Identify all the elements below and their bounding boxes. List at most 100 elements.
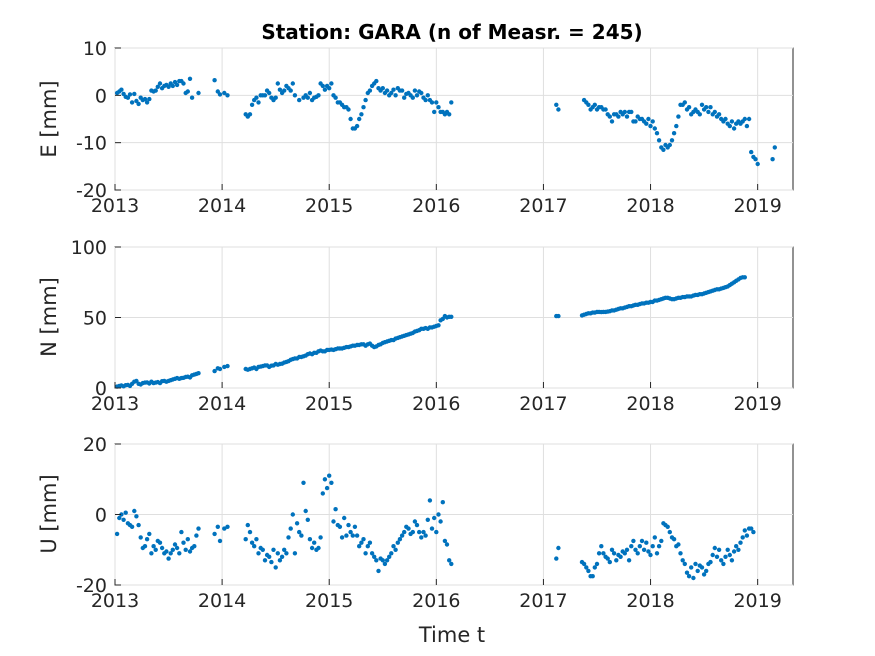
data-point	[389, 90, 394, 96]
data-point	[262, 93, 268, 98]
data-point	[359, 112, 364, 117]
data-point	[601, 551, 606, 556]
data-point	[447, 112, 452, 117]
panel-e: 2013 2014 2015 2016 2017 2018 2019 -20 -10 0 10 E …	[37, 38, 794, 217]
data-point	[425, 517, 430, 522]
data-point	[704, 105, 709, 110]
data-point	[637, 544, 642, 549]
data-point	[639, 538, 645, 544]
data-point	[329, 480, 334, 485]
data-point	[716, 112, 722, 117]
data-point	[367, 88, 373, 93]
panel-e-ytick-label: 10	[83, 38, 107, 60]
data-point	[554, 556, 559, 561]
data-point	[554, 102, 559, 108]
data-point	[217, 538, 223, 544]
data-point	[665, 524, 670, 529]
data-point	[414, 522, 420, 528]
data-point	[297, 97, 302, 103]
data-point	[656, 544, 662, 549]
data-point	[410, 95, 415, 100]
data-point	[644, 540, 649, 545]
data-point	[309, 545, 315, 551]
data-point	[686, 105, 692, 110]
panel-u-xtick-label: 2015	[305, 590, 353, 612]
panel-u-ylabel: U [mm]	[37, 474, 61, 553]
data-point	[444, 542, 450, 547]
panel-n-xtick-label: 2016	[412, 393, 460, 415]
data-point	[225, 93, 230, 98]
data-point	[294, 521, 300, 526]
data-point	[324, 485, 330, 491]
data-point	[288, 88, 293, 93]
data-point	[402, 95, 407, 100]
data-point	[719, 558, 724, 563]
panel-e-xtick-label: 2015	[305, 195, 353, 217]
data-point	[303, 508, 308, 514]
data-point	[159, 545, 165, 551]
data-point	[132, 91, 137, 97]
data-point	[659, 538, 664, 544]
data-point	[387, 554, 392, 559]
data-point	[354, 123, 360, 129]
data-point	[449, 100, 454, 105]
data-point	[125, 95, 131, 100]
panel-e-ticks: 2013 2014 2015 2016 2017 2018 2019 -20 -10 0 10	[76, 38, 782, 217]
data-point	[607, 559, 612, 565]
data-point	[290, 81, 295, 86]
panel-e-xtick-label: 2018	[626, 195, 674, 217]
data-point	[166, 556, 171, 561]
data-point	[189, 95, 195, 100]
data-point	[273, 565, 278, 570]
data-point	[217, 92, 223, 97]
data-point	[114, 531, 120, 537]
panel-n-xtick-label: 2014	[198, 393, 246, 415]
data-point	[322, 477, 328, 482]
data-point	[252, 544, 257, 549]
data-point	[365, 544, 370, 549]
data-point	[376, 568, 381, 574]
data-point	[402, 529, 407, 535]
data-point	[305, 517, 310, 522]
data-point	[222, 90, 227, 96]
data-point	[734, 544, 739, 549]
panel-e-points	[114, 76, 777, 167]
data-point	[254, 95, 259, 100]
data-point	[277, 558, 283, 563]
data-point	[635, 551, 640, 556]
data-point	[436, 323, 441, 328]
data-point	[369, 551, 375, 556]
data-point	[275, 551, 280, 556]
data-point	[339, 535, 345, 540]
data-point	[374, 558, 379, 563]
data-point	[419, 90, 424, 96]
data-point	[247, 112, 253, 117]
data-point	[429, 100, 435, 105]
data-point	[312, 540, 317, 545]
data-point	[701, 572, 707, 577]
data-point	[187, 76, 193, 82]
data-point	[682, 100, 687, 105]
panel-e-xtick-label: 2017	[519, 195, 567, 217]
data-point	[185, 89, 190, 94]
data-point	[142, 544, 148, 549]
data-point	[329, 81, 334, 86]
data-point	[194, 533, 199, 538]
data-point	[410, 529, 415, 535]
data-point	[322, 87, 328, 92]
data-point	[697, 112, 702, 117]
data-point	[181, 81, 186, 86]
data-point	[605, 556, 610, 561]
data-point	[316, 545, 321, 551]
data-point	[363, 551, 368, 556]
panel-n-xtick-label: 2017	[519, 393, 567, 415]
data-point	[117, 515, 122, 521]
data-point	[129, 100, 135, 105]
data-point	[644, 121, 649, 126]
data-point	[624, 114, 630, 119]
data-point	[447, 558, 452, 563]
data-point	[581, 561, 587, 567]
data-point	[290, 512, 295, 517]
data-point	[674, 123, 679, 129]
data-point	[301, 480, 306, 485]
